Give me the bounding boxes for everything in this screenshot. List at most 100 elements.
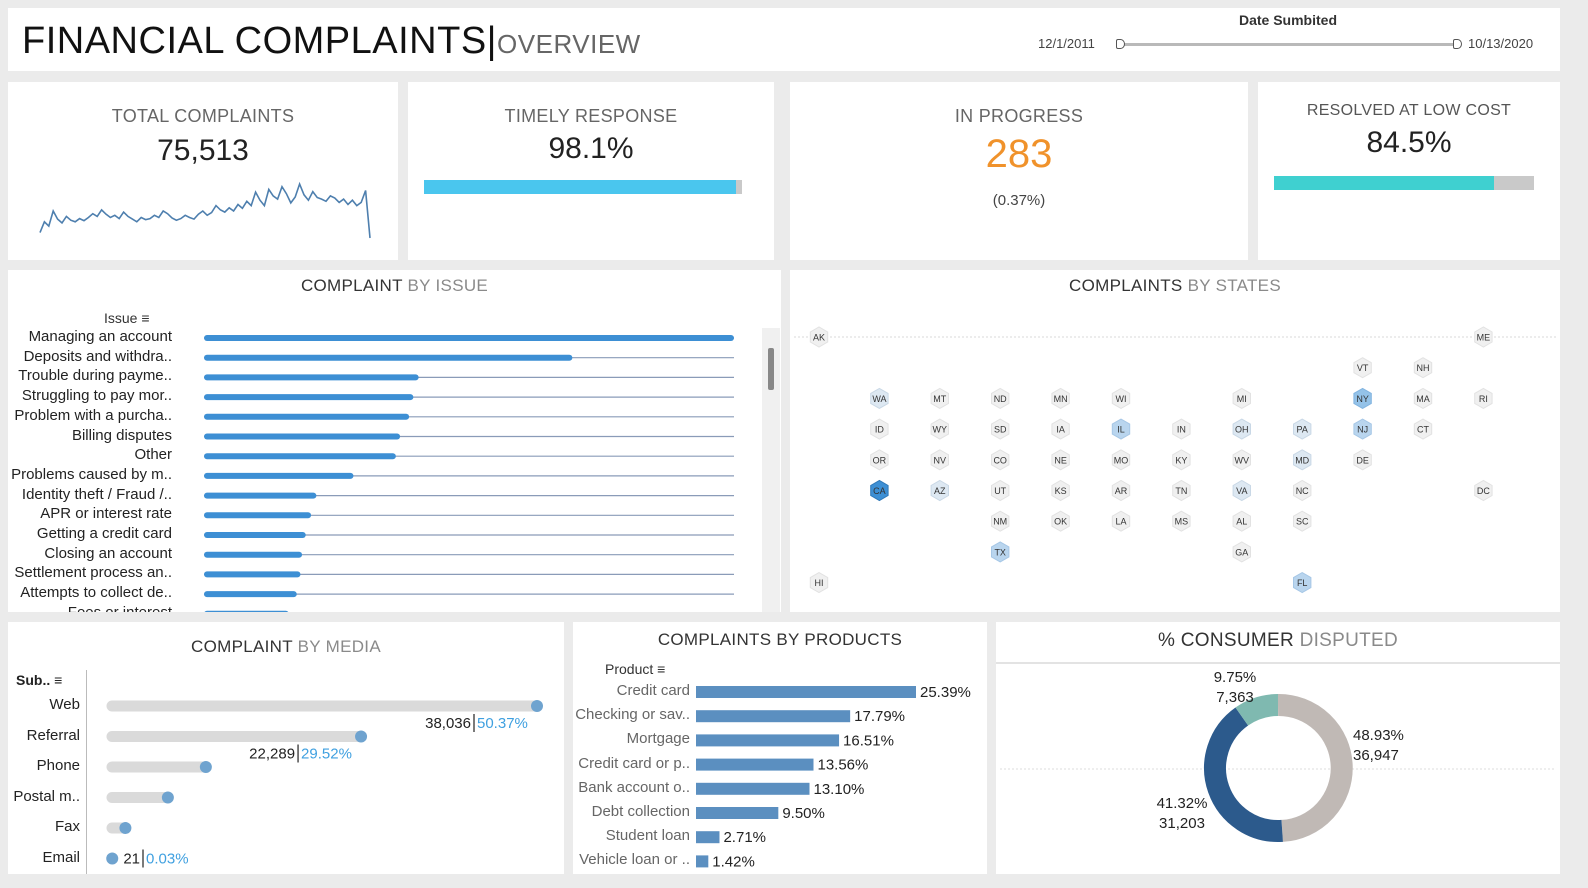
state-label: ND bbox=[994, 394, 1007, 404]
state-hex-mn bbox=[1051, 387, 1070, 409]
state-label: MD bbox=[1295, 455, 1309, 465]
state-label: WI bbox=[1116, 394, 1127, 404]
issue-label: Fees or interest bbox=[8, 604, 172, 612]
media-label: Email bbox=[42, 848, 80, 866]
donut-segment bbox=[1204, 707, 1283, 842]
issue-label: Getting a credit card bbox=[36, 525, 172, 542]
issue-bar bbox=[204, 394, 414, 401]
disputed-donut: 48.93% 36,947 41.32% 31,203 9.75% 7,363 bbox=[1000, 669, 1556, 842]
state-hex-ut bbox=[991, 479, 1010, 502]
state-hex-ak bbox=[809, 326, 829, 348]
media-panel: COMPLAINT BY MEDIA Sub.. ≡ 38,036 50.37% 2… bbox=[8, 622, 564, 874]
state-hex-ok bbox=[1051, 510, 1070, 532]
state-hex-nd bbox=[991, 387, 1010, 409]
state-hex-ia bbox=[1051, 418, 1070, 440]
products-header[interactable]: Product ≡ bbox=[605, 661, 666, 677]
date-start: 12/1/2011 bbox=[1038, 36, 1095, 51]
issue-header[interactable]: Issue ≡ bbox=[104, 310, 150, 326]
sort-icon[interactable]: ≡ bbox=[54, 672, 63, 688]
state-hex-or bbox=[870, 449, 889, 471]
state-label: CT bbox=[1417, 425, 1429, 435]
product-bar bbox=[696, 855, 709, 868]
sort-icon[interactable]: ≡ bbox=[657, 661, 666, 677]
issue-title: COMPLAINT BY ISSUE bbox=[300, 276, 489, 295]
state-hex-il bbox=[1111, 418, 1131, 440]
media-pct: 29.52% bbox=[301, 746, 352, 763]
state-label: UT bbox=[994, 486, 1006, 496]
page-subtitle: OVERVIEW bbox=[497, 29, 641, 59]
state-label: WY bbox=[933, 425, 948, 435]
issue-scrollbar[interactable] bbox=[762, 328, 780, 612]
sort-icon[interactable]: ≡ bbox=[141, 310, 150, 326]
products-panel: COMPLAINTS BY PRODUCTS Product ≡ 25.39% 1… bbox=[573, 622, 987, 874]
issue-bar bbox=[204, 453, 396, 460]
state-hex-id bbox=[870, 418, 889, 440]
kpi-progress-panel: IN PROGRESS 283 (0.37%) bbox=[790, 82, 1248, 260]
state-hex-ms bbox=[1172, 510, 1191, 532]
state-hex-mo bbox=[1111, 449, 1131, 471]
product-value-label: 13.56% bbox=[817, 757, 868, 774]
media-header[interactable]: Sub.. ≡ bbox=[16, 672, 63, 688]
disputed-panel: % CONSUMER DISPUTED 48.93% 36,947 41.32% 31… bbox=[996, 622, 1560, 874]
media-count: 38,036 bbox=[425, 715, 471, 732]
product-label: Bank account o.. bbox=[578, 778, 690, 796]
state-label: WA bbox=[872, 394, 886, 404]
states-panel: COMPLAINTS BY STATES AK ME VT NH WA MT ND MN WI M… bbox=[790, 270, 1560, 612]
issue-label: Trouble during payme.. bbox=[18, 367, 172, 385]
kpi-timely-label: TIMELY RESPONSE bbox=[504, 106, 678, 126]
state-label: CO bbox=[993, 455, 1007, 465]
states-title: COMPLAINTS BY STATES bbox=[1069, 276, 1281, 295]
product-label: Student loan bbox=[605, 827, 690, 845]
timely-progress-fill bbox=[424, 180, 736, 194]
issue-bar bbox=[204, 354, 573, 361]
media-title: COMPLAINT BY MEDIA bbox=[191, 637, 381, 656]
state-label: HI bbox=[815, 578, 824, 588]
kpi-total-value: 75,513 bbox=[157, 134, 249, 167]
state-label: MA bbox=[1416, 394, 1430, 404]
issue-scroll-thumb[interactable] bbox=[768, 348, 774, 390]
state-label: RI bbox=[1479, 394, 1488, 404]
state-label: WV bbox=[1235, 455, 1250, 465]
state-label: FL bbox=[1297, 578, 1308, 588]
kpi-lowcost-panel: RESOLVED AT LOW COST 84.5% bbox=[1258, 82, 1560, 260]
product-bar bbox=[696, 831, 720, 844]
state-label: NV bbox=[934, 455, 947, 465]
state-hex-wi bbox=[1111, 387, 1131, 409]
issue-bar bbox=[204, 492, 317, 499]
kpi-total-panel: TOTAL COMPLAINTS 75,513 bbox=[8, 82, 398, 260]
state-hex-ma bbox=[1413, 387, 1433, 409]
state-hex-nj bbox=[1353, 418, 1372, 440]
state-hex-sd bbox=[991, 418, 1010, 440]
disputed-title: % CONSUMER DISPUTED bbox=[1157, 630, 1399, 651]
issue-bar bbox=[204, 532, 306, 538]
media-label: Fax bbox=[54, 818, 80, 835]
donut-pct-label: 48.93% bbox=[1353, 727, 1404, 744]
state-label: MO bbox=[1114, 455, 1129, 465]
slider-handle-start[interactable] bbox=[1116, 39, 1125, 49]
product-value-label: 13.10% bbox=[814, 781, 865, 798]
product-label: Credit card bbox=[616, 682, 690, 699]
media-bars: 38,036 50.37% 22,289 29.52% 21 0.03% bbox=[106, 700, 543, 868]
state-label: NM bbox=[993, 517, 1007, 527]
state-hex-ny bbox=[1353, 387, 1372, 409]
date-slider[interactable] bbox=[1116, 39, 1462, 49]
state-hex-hi bbox=[809, 572, 829, 594]
state-label: SD bbox=[994, 425, 1007, 435]
state-hex-ks bbox=[1051, 479, 1070, 502]
header-panel: FINANCIAL COMPLAINTS|OVERVIEW Date Sumbi… bbox=[8, 8, 1560, 71]
media-dot bbox=[355, 730, 368, 743]
media-pct: 0.03% bbox=[146, 851, 189, 868]
issue-label: Closing an account bbox=[44, 544, 172, 562]
slider-handle-end[interactable] bbox=[1453, 39, 1462, 49]
issue-label: Attempts to collect de.. bbox=[20, 584, 172, 602]
state-hex-az bbox=[930, 479, 949, 502]
issue-bar bbox=[204, 374, 419, 381]
state-hex-wa bbox=[870, 387, 889, 409]
issue-bar bbox=[204, 571, 301, 578]
issue-label: Deposits and withdra.. bbox=[23, 347, 172, 365]
issue-label: Problems caused by m.. bbox=[11, 465, 172, 483]
state-hex-ar bbox=[1111, 479, 1131, 502]
media-label: Web bbox=[49, 696, 80, 713]
kpi-lowcost-label: RESOLVED AT LOW COST bbox=[1306, 102, 1512, 119]
state-label: AZ bbox=[934, 486, 946, 496]
